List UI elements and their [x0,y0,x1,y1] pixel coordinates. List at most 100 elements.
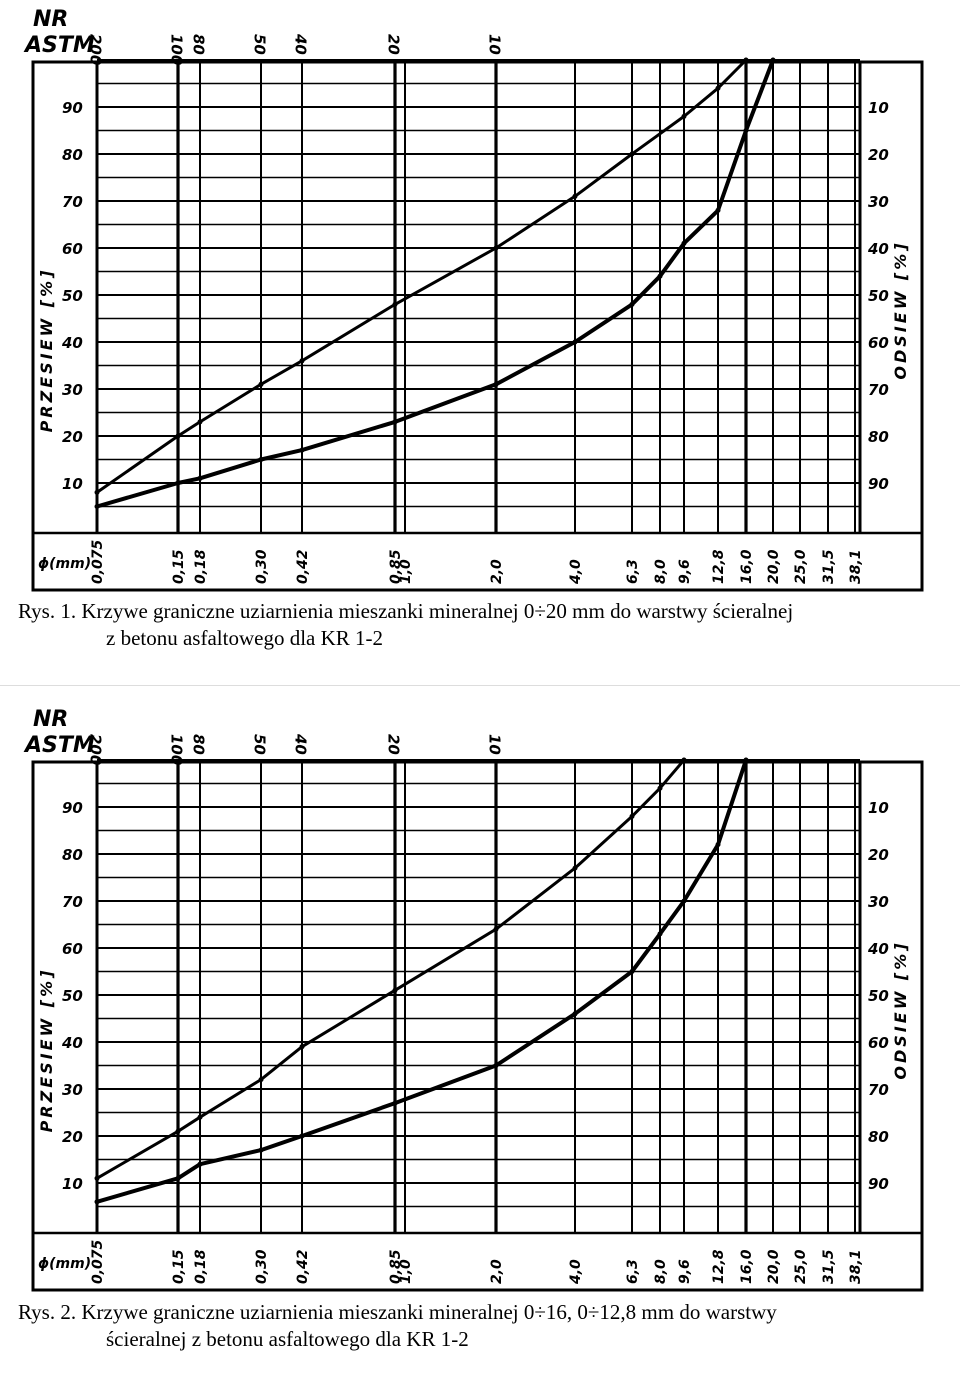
c2-ytick-right: 90 [868,1175,889,1193]
c2-sieve-label: 31,5 [821,1249,837,1284]
c2-point-upper [197,1114,203,1120]
caption-1-line-2: z betonu asfaltowego dla KR 1-2 [106,626,384,650]
c1-point-upper [392,301,398,307]
c2-ytick-left: 50 [62,987,83,1005]
c2-point-lower [392,1100,398,1106]
figure-caption-1: Rys. 1. Krzywe graniczne uziarnienia mie… [18,598,958,652]
c1-point-upper [572,193,578,199]
c2-ytick-right: 80 [868,1128,889,1146]
c1-header-nr: NR [33,7,68,32]
c1-ytick-right: 40 [867,240,889,258]
c1-sieve-label: 8,0 [653,559,669,584]
c2-ytick-right: 60 [868,1034,889,1052]
c1-sieve-label: 16,0 [739,549,755,584]
c1-astm-label: 20 [385,34,403,55]
c1-astm-label: 10 [486,34,504,55]
c2-curve-upper [95,758,686,1180]
c2-sieve-label: 12,8 [711,1249,727,1284]
c1-point-lower [629,301,635,307]
c1-point-upper [743,57,749,63]
c2-point-lower [493,1063,499,1068]
c1-ytick-right: 60 [868,334,889,352]
c1-point-lower [681,240,687,246]
c1-point-lower [94,504,100,509]
c2-ytick-left: 60 [62,940,83,958]
c2-sieve-label: 0,15 [171,1249,187,1284]
c1-ytick-left: 40 [61,334,83,352]
c2-sieve-label: 20,0 [766,1249,782,1284]
c1-ytick-right: 70 [868,381,889,399]
c1-xlabel: ϕ(mm) [38,556,91,572]
separator [0,685,960,686]
c1-sieve-label: 0,42 [295,549,311,584]
c1-point-lower [197,475,203,481]
c2-sieve-label: 25,0 [793,1249,809,1284]
caption-1-line-1: Rys. 1. Krzywe graniczne uziarnienia mie… [18,599,794,623]
c2-sieve-label: 0,18 [193,1249,209,1284]
c2-astm-label: 80 [190,734,208,755]
c2-point-upper [629,813,635,819]
c2-point-lower [258,1147,264,1153]
c1-point-lower [715,207,721,213]
c2-sieve-label: 0,30 [254,1249,270,1284]
c1-ytick-left: 50 [62,287,83,305]
c1-ylabel-right: ODSIEW [%] [891,240,910,379]
c2-sieve-label: 0,075 [90,1239,106,1284]
c1-sieve-label: 0,15 [171,549,187,584]
c2-point-lower [94,1199,100,1205]
caption-2-line-2: ścieralnej z betonu asfaltowego dla KR 1… [106,1327,469,1351]
c1-sieve-label: 0,18 [193,549,209,584]
c1-ytick-left: 70 [62,193,83,211]
c2-point-upper [392,987,398,993]
c2-point-lower [572,1011,578,1017]
c1-sieve-label: 0,85 [388,549,404,584]
c2-point-lower [299,1133,305,1139]
c1-point-upper [681,113,687,119]
c1-astm-label: 80 [190,34,208,55]
c2-sieve-label: 0,85 [388,1249,404,1284]
c1-ylabel-left: PRZESIEW [%] [37,268,56,433]
c1-sieve-label: 0,30 [254,549,270,584]
c2-header-astm: ASTM [23,733,95,758]
c2-astm-label: 40 [292,733,310,755]
c1-sieve-label: 9,6 [677,559,693,584]
c1-point-lower [392,419,398,425]
c1-header-astm: ASTM [23,33,95,58]
c2-sieve-label: 6,3 [625,1259,641,1284]
c1-point-lower [175,480,181,486]
c2-point-upper [493,926,499,932]
c1-astm-label: 50 [251,34,269,55]
c2-sieve-label: 9,6 [677,1259,693,1284]
caption-2-line-1: Rys. 2. Krzywe graniczne uziarnienia mie… [18,1300,777,1324]
c2-ytick-left: 10 [62,1175,83,1193]
c2-ylabel-right: ODSIEW [%] [891,940,910,1079]
c1-point-upper [715,85,721,91]
c1-astm-label: 200 [87,34,105,65]
c2-point-upper [94,1175,100,1181]
c2-point-upper [657,785,663,791]
c2-frame [31,760,924,1292]
c2-point-lower [197,1161,203,1167]
c2-ytick-right: 30 [868,893,889,911]
c1-ytick-right: 90 [868,475,889,493]
c2-astm-label: 10 [486,734,504,755]
c1-point-lower [258,457,264,462]
c2-ytick-right: 10 [868,799,889,817]
c1-sieve-label: 2,0 [489,559,505,584]
c2-sieve-label: 1,0 [398,1259,414,1284]
c1-sieve-label: 1,0 [398,559,414,584]
c2-ytick-left: 30 [62,1081,83,1099]
c2-point-lower [743,757,749,763]
c1-point-lower [572,339,578,345]
c1-point-upper [493,245,499,251]
c1-point-lower [770,57,776,63]
c1-sieve-label: 20,0 [766,549,782,584]
c1-ytick-left: 60 [62,240,83,258]
c2-point-upper [175,1128,181,1134]
c2-ytick-left: 40 [61,1034,83,1052]
c2-point-upper [681,757,687,763]
